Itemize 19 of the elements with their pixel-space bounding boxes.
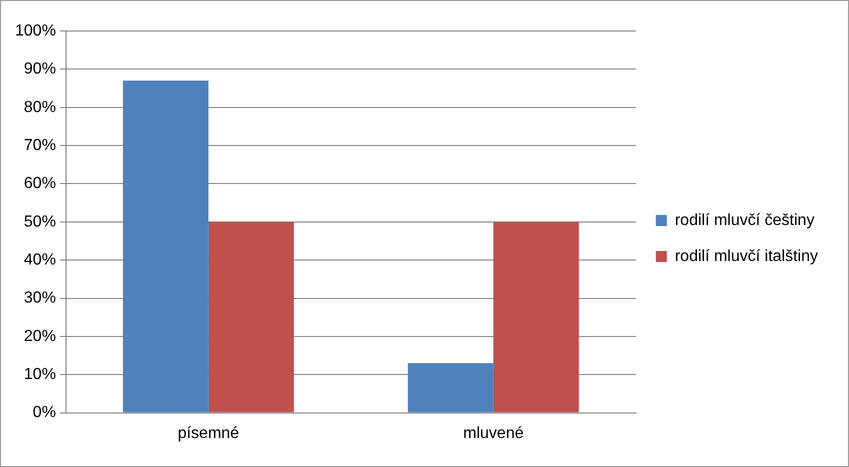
bar (208, 222, 294, 412)
x-tick-label: mluvené (463, 424, 524, 442)
y-tick-label: 20% (24, 328, 56, 345)
y-tick-label: 70% (24, 136, 56, 154)
y-tick-label: 10% (24, 366, 56, 384)
y-tick-label: 60% (24, 175, 56, 192)
y-tick-label: 90% (24, 60, 56, 78)
y-tick-label: 40% (24, 251, 56, 268)
legend-label: rodilí mluvčí češtiny (674, 212, 814, 229)
bar (493, 222, 579, 412)
y-tick-label: 80% (24, 98, 56, 116)
bar (408, 363, 494, 412)
x-tick-label: písemné (178, 424, 240, 442)
y-tick-label: 100% (15, 22, 56, 40)
legend-label: rodilí mluvčí italštiny (674, 248, 818, 265)
y-tick-label: 30% (24, 290, 56, 307)
y-tick-label: 0% (32, 404, 56, 422)
bar (122, 80, 208, 412)
y-tick-label: 50% (24, 213, 56, 230)
